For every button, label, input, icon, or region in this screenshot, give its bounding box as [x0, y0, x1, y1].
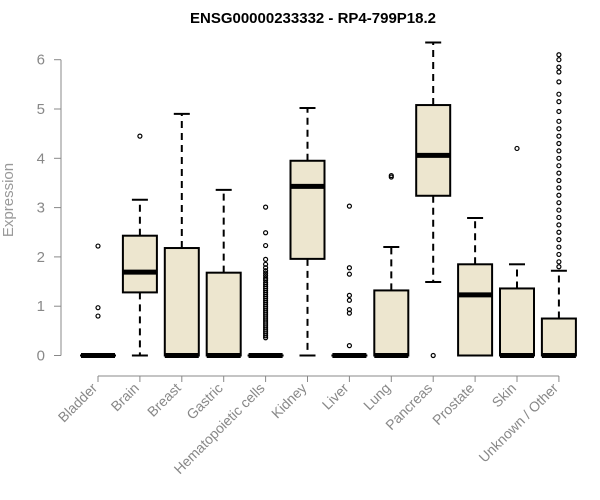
box-bladder — [80, 243, 116, 358]
outlier-point — [556, 155, 562, 161]
outlier-point — [556, 140, 562, 147]
box-skin — [499, 145, 535, 358]
outlier-point — [556, 79, 562, 85]
outlier-point — [556, 251, 562, 258]
outlier-point — [263, 268, 269, 274]
outlier-point — [556, 52, 562, 58]
outlier-point — [95, 313, 101, 319]
outlier-point — [556, 222, 562, 228]
outlier-point — [556, 91, 562, 97]
outlier-point — [556, 229, 562, 235]
outlier-point — [556, 237, 562, 243]
box-rect — [457, 263, 494, 357]
outlier-point — [556, 133, 562, 139]
outlier-point — [263, 204, 269, 210]
outlier-point — [346, 203, 352, 209]
outlier-point — [388, 172, 394, 179]
outlier-point — [556, 99, 562, 105]
outlier-point — [556, 244, 562, 250]
box-rect — [415, 104, 452, 197]
x-tick-label: Prostate — [429, 380, 477, 428]
box-hematopoietic-cells — [247, 204, 284, 358]
outlier-point — [556, 192, 562, 198]
outlier-point — [346, 292, 352, 298]
box-kidney — [289, 107, 326, 357]
outlier-point — [263, 242, 269, 249]
boxes-group — [80, 41, 577, 359]
outlier-point — [556, 259, 562, 265]
outlier-point — [346, 310, 352, 316]
outlier-point — [556, 207, 562, 213]
box-gastric — [205, 188, 242, 358]
x-tick-label: Bladder — [55, 380, 101, 426]
outlier-point — [430, 352, 436, 359]
outlier-point — [556, 264, 562, 270]
outlier-point — [556, 214, 562, 221]
y-tick-label: 0 — [37, 348, 45, 365]
box-rect — [373, 289, 410, 357]
x-tick-label: Lung — [360, 380, 393, 413]
box-rect — [163, 247, 200, 357]
x-tick-label: Skin — [489, 380, 520, 411]
outlier-point — [556, 177, 562, 184]
y-tick-label: 4 — [37, 150, 45, 167]
x-tick-label: Unknown / Other — [475, 380, 561, 466]
box-rect — [540, 317, 577, 357]
outlier-point — [514, 145, 520, 152]
box-breast — [163, 112, 200, 358]
box-rect — [121, 234, 158, 294]
outlier-point — [263, 230, 269, 236]
box-rect — [289, 159, 326, 260]
y-tick-label: 5 — [37, 101, 45, 118]
outlier-point — [263, 256, 269, 262]
x-tick-label: Kidney — [268, 380, 310, 422]
box-unknown-other — [540, 52, 577, 358]
x-tick-label: Pancreas — [382, 380, 435, 433]
outlier-point — [263, 333, 269, 339]
box-pancreas — [415, 41, 452, 359]
outlier-point — [556, 108, 562, 115]
outlier-point — [137, 133, 143, 139]
outlier-point — [556, 200, 562, 206]
outlier-point — [556, 64, 562, 70]
outlier-point — [263, 335, 269, 341]
box-lung — [373, 172, 410, 358]
outlier-point — [346, 271, 352, 277]
chart-title: ENSG00000233332 - RP4-799P18.2 — [190, 10, 436, 27]
outlier-point — [95, 243, 101, 249]
outlier-point — [556, 163, 562, 169]
y-tick-label: 2 — [37, 249, 45, 266]
outlier-point — [346, 343, 352, 349]
x-tick-label: Brain — [108, 380, 142, 414]
outlier-point — [556, 126, 562, 132]
outlier-point — [556, 148, 562, 154]
outlier-point — [346, 265, 352, 271]
box-liver — [331, 203, 368, 358]
box-rect — [205, 271, 242, 357]
outlier-point — [95, 305, 101, 311]
y-tick-label: 3 — [37, 200, 45, 217]
y-axis-label: Expression — [0, 163, 17, 237]
outlier-point — [556, 69, 562, 75]
outlier-point — [346, 297, 352, 303]
outlier-point — [556, 185, 562, 191]
y-tick-label: 1 — [37, 298, 45, 315]
box-prostate — [457, 216, 494, 357]
box-rect — [499, 287, 535, 357]
y-axis: 0 1 2 3 4 5 6 — [37, 52, 62, 365]
y-tick-label: 6 — [37, 52, 45, 69]
outlier-point — [556, 118, 562, 124]
outlier-point — [556, 170, 562, 176]
outlier-point — [263, 265, 269, 271]
x-tick-label: Breast — [144, 380, 184, 420]
outlier-point — [556, 57, 562, 63]
outlier-point — [263, 270, 269, 276]
box-brain — [121, 133, 158, 357]
x-tick-label: Liver — [319, 380, 352, 413]
